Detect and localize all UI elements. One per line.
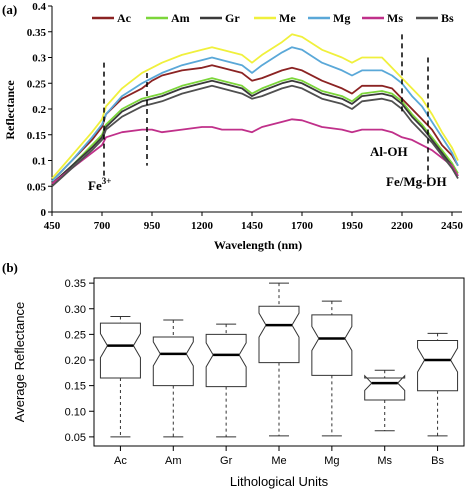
legend-label-ac: Ac <box>117 11 132 25</box>
panel-a-y-tick-label: 0 <box>41 207 47 219</box>
panel-b-x-tick-label: Mg <box>324 455 339 467</box>
panel-a-xlabel: Wavelength (nm) <box>214 238 302 252</box>
panel-a-y-tick-label: 0.05 <box>27 181 47 193</box>
panel-a-x-tick-label: 2450 <box>441 220 464 232</box>
panel-b-y-tick-label: 0.10 <box>65 406 86 418</box>
panel-b-boxes <box>99 282 459 438</box>
box-gr <box>205 323 247 438</box>
panel-a-axes: 0 0.05 0.1 0.15 0.2 0.25 0.3 0.35 0.4 450 700 950 12… <box>27 1 464 232</box>
annotation-al-oh: Al-OH <box>370 144 408 159</box>
panel-a-x-tick-label: 1950 <box>341 220 364 232</box>
legend-label-gr: Gr <box>225 11 240 25</box>
panel-a-line-chart: (a) 0 0.05 0.1 0.15 0.2 0.25 0.3 0.35 0.4 450 700 9… <box>2 1 464 252</box>
panel-a-y-tick-label: 0.1 <box>32 156 46 168</box>
panel-b-axes: 0.05 0.10 0.15 0.20 0.25 0.30 0.35 Ac Am Gr Me Mg Ms… <box>65 277 465 467</box>
box-body <box>205 333 247 388</box>
box-am <box>152 319 194 438</box>
panel-a-ylabel: Reflectance <box>3 80 17 140</box>
series-line-am <box>51 77 459 185</box>
box-body <box>364 374 406 401</box>
panel-a-x-tick-label: 700 <box>94 220 111 232</box>
box-mg <box>311 300 353 437</box>
panel-b-ylabel: Average Reflectance <box>12 302 27 422</box>
legend-label-mg: Mg <box>333 11 350 25</box>
series-line-ac <box>51 64 459 182</box>
series-line-bs <box>51 84 459 187</box>
panel-a-x-tick-label: 1450 <box>241 220 264 232</box>
panel-b-y-tick-label: 0.35 <box>65 278 86 290</box>
panel-b-box-plot: (b) 0.05 0.10 0.15 0.20 0.25 0.30 0.35 Ac Am Gr Me… <box>2 260 465 489</box>
series-line-ms <box>51 118 459 185</box>
panel-b-x-tick-label: Me <box>271 455 286 467</box>
panel-b-x-tick-label: Bs <box>431 455 444 467</box>
box-body <box>258 305 300 364</box>
box-me <box>258 282 300 437</box>
panel-a-dashed-markers <box>103 34 429 187</box>
box-body <box>99 322 141 379</box>
series-line-mg <box>51 46 459 182</box>
box-bs <box>417 332 459 437</box>
panel-b-x-tick-label: Am <box>165 455 182 467</box>
panel-a-x-tick-label: 1200 <box>191 220 214 232</box>
panel-b-y-tick-label: 0.30 <box>65 304 86 316</box>
panel-a-y-tick-label: 0.15 <box>27 130 47 142</box>
legend-label-bs: Bs <box>441 11 454 25</box>
legend-label-me: Me <box>279 11 296 25</box>
annotation-fe3: Fe3+ <box>88 176 111 193</box>
box-ac <box>99 315 141 438</box>
panel-b-x-tick-label: Gr <box>220 455 233 467</box>
legend-label-am: Am <box>171 11 190 25</box>
panel-b-y-tick-label: 0.15 <box>65 381 86 393</box>
box-ms <box>364 369 406 432</box>
legend-label-ms: Ms <box>387 11 403 25</box>
panel-b-x-tick-label: Ac <box>114 455 127 467</box>
panel-b-x-tick-label: Ms <box>377 455 392 467</box>
panel-a-x-tick-label: 450 <box>44 220 61 232</box>
series-line-gr <box>51 79 459 185</box>
panel-b-y-tick-label: 0.20 <box>65 355 86 367</box>
series-line-me <box>51 33 459 180</box>
panel-a-x-tick-label: 2200 <box>391 220 414 232</box>
annotation-fe-mg-oh: Fe/Mg-OH <box>386 174 447 189</box>
panel-a-y-tick-label: 0.35 <box>27 27 47 39</box>
panel-b-label: (b) <box>2 260 18 275</box>
panel-a-x-tick-label: 950 <box>144 220 161 232</box>
panel-b-y-tick-label: 0.05 <box>65 432 86 444</box>
panel-a-x-tick-label: 1700 <box>291 220 314 232</box>
panel-a-series <box>51 33 459 187</box>
panel-a-y-tick-label: 0.2 <box>32 104 46 116</box>
panel-a-y-tick-label: 0.25 <box>27 78 47 90</box>
panel-b-xlabel: Lithological Units <box>230 474 329 489</box>
panel-a-label: (a) <box>2 2 17 17</box>
box-body <box>311 314 353 376</box>
panel-a-y-tick-label: 0.3 <box>32 53 46 65</box>
panel-b-y-tick-label: 0.25 <box>65 329 86 341</box>
panel-a-legend: Ac Am Gr Me Mg Ms Bs <box>92 11 454 25</box>
panel-a-y-tick-label: 0.4 <box>32 1 46 13</box>
box-body <box>152 336 194 387</box>
box-body <box>417 340 459 392</box>
